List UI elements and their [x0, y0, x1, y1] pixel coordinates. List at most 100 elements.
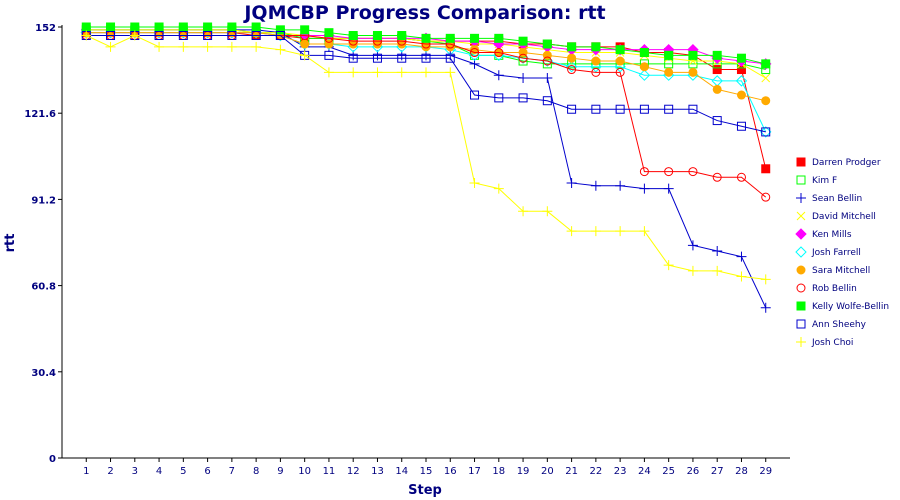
- data-point: [348, 53, 358, 63]
- data-point: [567, 53, 577, 63]
- legend-item: Kelly Wolfe-Bellin: [796, 301, 889, 312]
- data-point: [324, 28, 334, 38]
- y-tick-label: 60.8: [31, 282, 56, 293]
- legend-marker: [796, 211, 806, 221]
- data-point: [470, 33, 480, 43]
- legend-item: Sara Mitchell: [796, 265, 870, 276]
- x-tick-label: 13: [371, 466, 384, 477]
- data-point: [372, 31, 382, 41]
- data-point: [348, 67, 359, 78]
- data-point: [372, 67, 383, 78]
- data-point: [348, 31, 358, 41]
- data-point: [761, 192, 771, 202]
- data-point: [688, 50, 698, 60]
- data-point: [542, 206, 553, 217]
- data-point: [736, 271, 747, 282]
- data-point: [468, 49, 481, 62]
- data-point: [615, 56, 625, 66]
- data-point: [639, 62, 649, 72]
- data-point: [299, 50, 310, 61]
- x-tick-label: 27: [711, 466, 724, 477]
- x-tick-label: 2: [107, 466, 113, 477]
- data-point: [227, 22, 237, 32]
- data-point: [494, 48, 504, 58]
- x-tick-label: 19: [517, 466, 530, 477]
- data-point: [761, 127, 771, 137]
- data-point: [542, 39, 552, 49]
- series-9: [81, 31, 771, 137]
- x-tick-label: 3: [132, 466, 138, 477]
- data-point: [761, 59, 771, 69]
- x-tick-label: 20: [541, 466, 554, 477]
- data-point: [348, 39, 358, 49]
- data-point: [736, 251, 747, 262]
- data-point: [639, 226, 650, 237]
- y-tick-label: 30.4: [31, 368, 56, 379]
- legend-item: Josh Choi: [796, 337, 853, 348]
- legend-item: Rob Bellin: [796, 283, 857, 294]
- data-point: [421, 33, 431, 43]
- data-point: [664, 104, 674, 114]
- data-point: [567, 42, 577, 52]
- axes: 1 2 3 4 5 6 7 8 9 10 11 12 13 14 15 16 17 18 19 20 21 22 23 24 2…: [24, 23, 790, 477]
- legend-marker: [796, 157, 806, 167]
- data-point: [615, 104, 625, 114]
- data-point: [202, 41, 213, 52]
- data-point: [421, 67, 431, 78]
- data-point: [178, 22, 188, 32]
- data-point: [251, 22, 261, 32]
- x-tick-label: 26: [687, 466, 700, 477]
- data-point: [688, 59, 698, 69]
- data-point: [518, 56, 528, 66]
- data-point: [736, 121, 746, 131]
- data-point: [615, 226, 626, 237]
- legend-item: Kim F: [796, 175, 837, 186]
- legend-label: Josh Choi: [811, 338, 853, 348]
- data-point: [518, 53, 528, 63]
- legend-label: Josh Farrell: [811, 248, 861, 258]
- y-tick-label: 152: [35, 23, 56, 34]
- data-point: [518, 36, 528, 46]
- data-point: [760, 302, 771, 313]
- data-point: [397, 31, 407, 41]
- data-point: [591, 104, 601, 114]
- legend-marker: [796, 319, 806, 329]
- x-tick-label: 24: [638, 466, 651, 477]
- data-point: [445, 67, 456, 78]
- data-point: [760, 126, 772, 138]
- data-point: [421, 53, 431, 63]
- legend-marker: [795, 246, 807, 258]
- legend-marker: [796, 301, 806, 311]
- data-point: [664, 59, 674, 69]
- data-point: [639, 104, 649, 114]
- data-point: [736, 172, 746, 182]
- legend-marker: [796, 283, 806, 293]
- data-point: [591, 56, 601, 66]
- data-point: [445, 33, 455, 43]
- x-tick-label: 6: [204, 466, 210, 477]
- data-point: [687, 240, 698, 251]
- data-point: [421, 42, 431, 52]
- x-tick-label: 12: [347, 466, 360, 477]
- data-point: [639, 48, 649, 58]
- legend-label: David Mitchell: [812, 212, 876, 222]
- x-tick-label: 23: [614, 466, 627, 477]
- data-point: [518, 206, 529, 217]
- data-point: [542, 96, 552, 106]
- data-point: [761, 73, 771, 83]
- data-point: [639, 183, 650, 194]
- x-tick-label: 21: [565, 466, 578, 477]
- data-point: [590, 226, 601, 237]
- data-point: [712, 65, 722, 75]
- data-point: [251, 31, 261, 41]
- legend: Darren Prodger Kim F Sean Bellin David Mitc…: [795, 157, 889, 348]
- legend-marker: [796, 175, 806, 185]
- data-point: [542, 59, 552, 69]
- x-tick-label: 14: [395, 466, 408, 477]
- x-tick-label: 25: [662, 466, 675, 477]
- data-point: [615, 180, 626, 191]
- data-point: [470, 48, 480, 58]
- data-point: [712, 116, 722, 126]
- data-point: [372, 39, 382, 49]
